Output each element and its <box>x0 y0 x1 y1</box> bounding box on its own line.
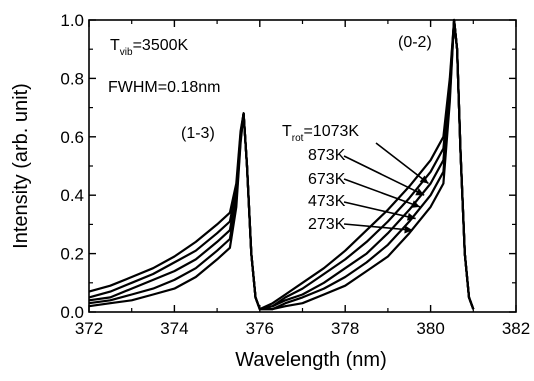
x-tick-label: 382 <box>502 319 530 338</box>
data-series <box>88 18 475 311</box>
x-axis-title: Wavelength (nm) <box>235 349 387 371</box>
x-tick-label: 372 <box>75 319 103 338</box>
temp-label-473: 473K <box>308 193 346 210</box>
annotation-arrow-head <box>411 200 420 208</box>
series-line-873K <box>88 18 475 311</box>
band-1-3-label: (1-3) <box>181 125 215 142</box>
y-tick-label: 0.2 <box>60 245 84 264</box>
tvib-label: Tvib=3500K <box>110 37 189 58</box>
series-line-473K <box>88 18 475 311</box>
annotation-arrow-line <box>375 142 429 185</box>
annotation-arrow-line <box>343 155 425 196</box>
y-tick-label: 0.0 <box>60 303 84 322</box>
x-tick-label: 380 <box>416 319 444 338</box>
x-tick-label: 374 <box>160 319 188 338</box>
annotation-arrow-head <box>419 175 429 184</box>
temp-label-873: 873K <box>308 147 346 164</box>
y-tick-label: 0.6 <box>60 128 84 147</box>
axis-ticks: 372 374 376 378 380 382 0.0 0.2 0.4 0.6 0.8 1.0 <box>60 11 530 338</box>
trot-label: Trot=1073K <box>282 123 359 144</box>
band-0-2-label: (0-2) <box>398 34 432 51</box>
annotation-arrow-line <box>343 178 421 208</box>
temp-label-673: 673K <box>308 171 346 188</box>
annotation-arrow-head <box>415 188 425 196</box>
x-tick-label: 378 <box>331 319 359 338</box>
y-tick-label: 1.0 <box>60 11 84 30</box>
fwhm-label: FWHM=0.18nm <box>108 79 220 96</box>
series-line-273K <box>88 18 475 311</box>
annotation-arrows <box>343 142 429 234</box>
y-tick-label: 0.8 <box>60 69 84 88</box>
annotation-arrow-line <box>343 223 413 232</box>
series-line-1073K <box>88 18 475 311</box>
annotation-arrow-line <box>343 201 416 220</box>
y-axis-title: Intensity (arb. unit) <box>10 83 32 249</box>
plot-frame <box>88 19 517 313</box>
annotation-arrow-head <box>404 225 413 234</box>
temp-label-273: 273K <box>308 216 346 233</box>
y-tick-label: 0.4 <box>60 186 84 205</box>
x-tick-label: 376 <box>246 319 274 338</box>
annotation-arrow-head <box>406 212 416 221</box>
series-line-673K <box>88 18 475 311</box>
